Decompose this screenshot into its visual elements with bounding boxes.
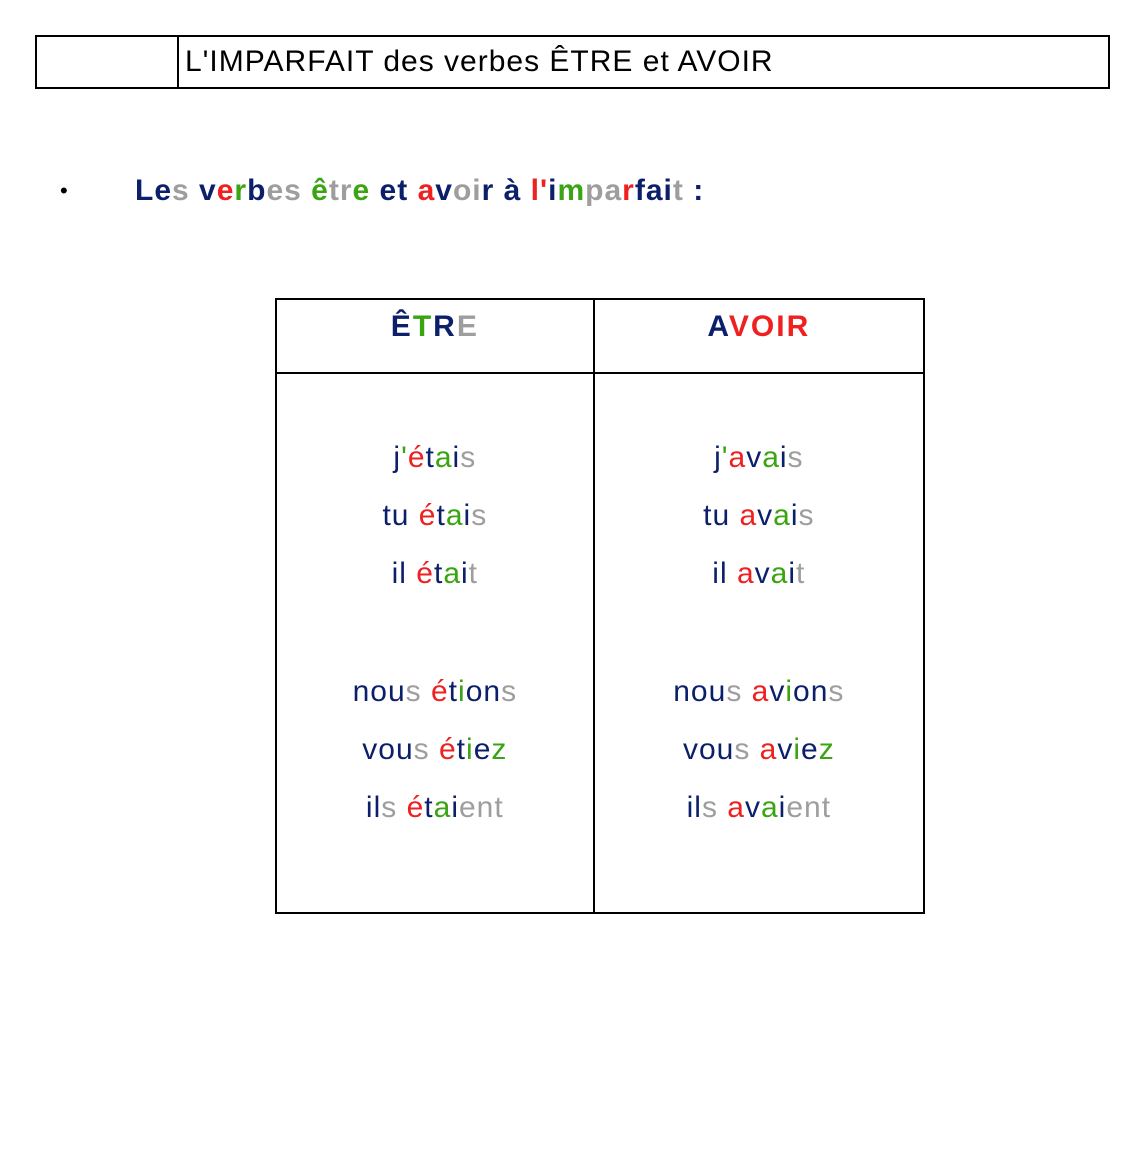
col-header-avoir: AVOIR (594, 299, 924, 373)
table-row: nous étions (277, 663, 593, 721)
intro-text: Les verbes être et avoir à l'imparfait : (135, 174, 704, 208)
table-row: j'avais (595, 429, 923, 487)
title-left-cell (37, 37, 179, 87)
table-row: tu avais (595, 487, 923, 545)
intro-bullet: • Les verbes être et avoir à l'imparfait… (60, 174, 1110, 208)
conjugation-table: ÊTRE AVOIR j'étaistu étaisil était nous é… (275, 298, 925, 914)
table-row: ils étaient (277, 779, 593, 837)
table-row: vous aviez (595, 721, 923, 779)
table-row: vous étiez (277, 721, 593, 779)
title-box: L'IMPARFAIT des verbes ÊTRE et AVOIR (35, 35, 1110, 89)
table-row: ils avaient (595, 779, 923, 837)
col-header-etre: ÊTRE (276, 299, 594, 373)
table-row: tu étais (277, 487, 593, 545)
page: L'IMPARFAIT des verbes ÊTRE et AVOIR • L… (0, 0, 1145, 914)
col-body-avoir: j'avaistu avaisil avait nous avionsvous a… (594, 373, 924, 913)
col-body-etre: j'étaistu étaisil était nous étionsvous é… (276, 373, 594, 913)
table-row: il était (277, 545, 593, 603)
table-row: nous avions (595, 663, 923, 721)
table-row: il avait (595, 545, 923, 603)
table-row: j'étais (277, 429, 593, 487)
page-title: L'IMPARFAIT des verbes ÊTRE et AVOIR (179, 37, 1108, 87)
bullet-dot-icon: • (60, 174, 135, 208)
